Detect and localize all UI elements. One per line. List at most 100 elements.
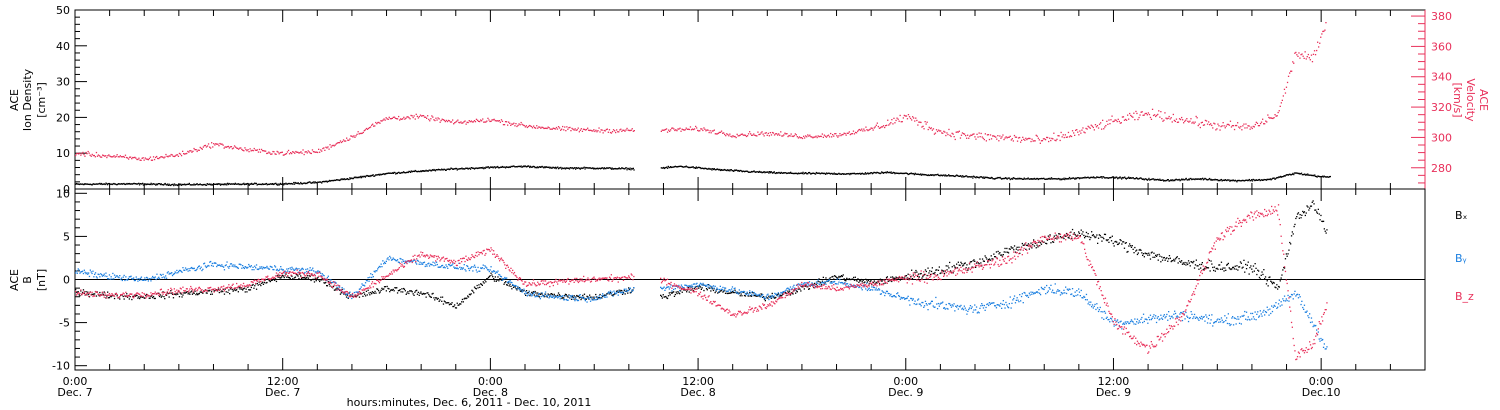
data-point <box>517 124 519 127</box>
data-point <box>893 277 895 279</box>
data-point <box>702 129 704 132</box>
data-point <box>492 276 494 278</box>
data-point <box>1197 178 1199 180</box>
data-point <box>985 256 987 259</box>
data-point <box>711 286 713 288</box>
data-point <box>377 290 380 292</box>
data-point <box>349 178 352 180</box>
data-point <box>234 288 236 290</box>
data-point <box>1236 265 1238 267</box>
data-point <box>1050 177 1053 179</box>
data-point <box>97 183 99 185</box>
data-point <box>371 291 374 293</box>
data-point <box>1311 174 1313 177</box>
data-point <box>281 268 283 270</box>
data-point <box>1318 175 1321 178</box>
data-point <box>85 183 87 185</box>
data-point <box>959 175 961 177</box>
data-point <box>925 174 927 176</box>
data-point <box>489 275 491 277</box>
data-point <box>861 172 863 174</box>
data-point <box>137 183 139 185</box>
data-point <box>231 183 233 185</box>
data-point <box>663 296 665 298</box>
data-point <box>206 265 208 268</box>
data-point <box>393 171 395 174</box>
data-point <box>828 172 831 174</box>
data-point <box>393 116 396 118</box>
data-point <box>214 262 216 264</box>
data-point <box>571 167 574 169</box>
data-point <box>1297 172 1299 174</box>
data-point <box>621 130 623 132</box>
data-point <box>627 289 629 292</box>
data-point <box>443 300 445 302</box>
data-point <box>1090 124 1092 126</box>
data-point <box>1216 179 1219 181</box>
data-point <box>1236 124 1238 127</box>
data-point <box>893 172 895 174</box>
data-point <box>553 297 555 299</box>
data-point <box>613 290 615 292</box>
data-point <box>366 174 368 177</box>
data-point <box>321 150 323 152</box>
data-point <box>370 174 372 177</box>
data-point <box>450 264 452 267</box>
data-point <box>705 288 708 290</box>
data-point <box>1159 178 1161 180</box>
data-point <box>1231 268 1233 270</box>
data-point <box>295 267 297 269</box>
data-point <box>83 153 85 156</box>
data-point <box>599 293 601 296</box>
data-point <box>1007 252 1010 254</box>
data-point <box>207 264 209 267</box>
data-point <box>117 156 119 158</box>
data-point <box>1245 123 1247 125</box>
data-point <box>80 271 82 273</box>
data-point <box>788 134 790 137</box>
data-point <box>349 138 351 140</box>
top-y2tick-label: 340 <box>1431 71 1452 84</box>
data-point <box>86 272 88 274</box>
data-point <box>583 293 586 295</box>
data-point <box>664 128 667 131</box>
data-point <box>867 173 870 175</box>
data-point <box>477 287 479 289</box>
data-point <box>827 134 830 136</box>
data-point <box>969 176 972 178</box>
data-point <box>1040 177 1043 180</box>
data-point <box>835 173 837 175</box>
data-point <box>188 292 190 294</box>
data-point <box>309 275 311 278</box>
data-point <box>399 172 401 174</box>
data-point <box>598 297 600 299</box>
data-point <box>351 297 353 300</box>
data-point <box>384 119 386 121</box>
velocity-series <box>75 22 1327 161</box>
data-point <box>150 280 152 282</box>
data-point <box>1021 242 1023 245</box>
data-point <box>1055 234 1057 236</box>
data-point <box>1240 125 1242 128</box>
data-point <box>521 291 523 293</box>
data-point <box>625 288 627 290</box>
data-point <box>227 183 229 186</box>
data-point <box>535 127 537 129</box>
data-point <box>403 260 405 262</box>
data-point <box>723 290 725 292</box>
data-point <box>240 147 242 149</box>
data-point <box>1162 257 1165 259</box>
data-point <box>1280 102 1282 104</box>
data-point <box>1050 139 1052 142</box>
data-point <box>776 133 778 135</box>
data-point <box>1052 241 1055 243</box>
data-point <box>423 170 426 172</box>
data-point <box>1013 177 1015 179</box>
data-point <box>843 173 845 175</box>
data-point <box>952 133 954 135</box>
data-point <box>389 255 391 258</box>
data-point <box>265 182 268 185</box>
data-point <box>1278 176 1280 178</box>
data-point <box>975 177 977 179</box>
data-point <box>712 285 715 287</box>
